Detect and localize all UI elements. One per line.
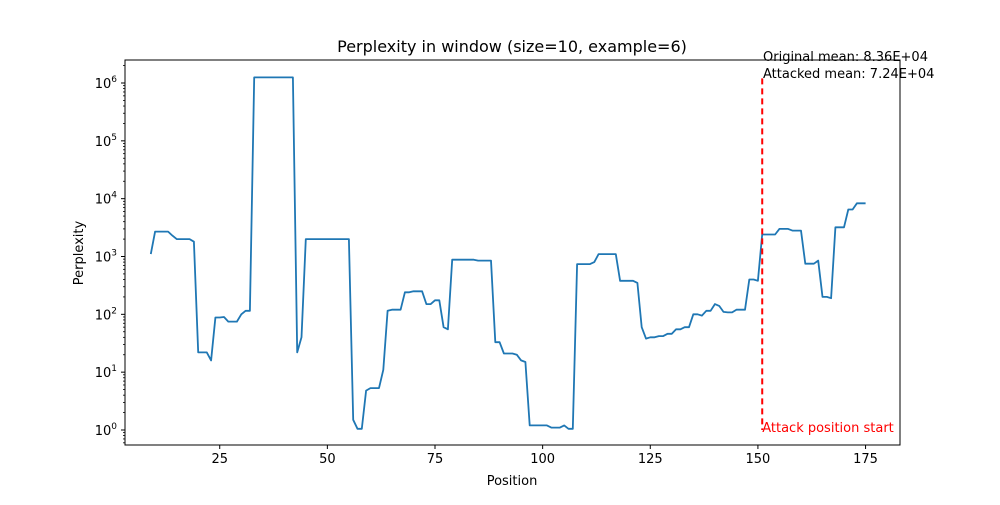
attack-line-layer: Attack position start [761,78,894,436]
y-tick-label: 104 [95,191,118,208]
original-mean-annotation: Original mean: 8.36E+04 [763,50,928,65]
y-tick-label: 101 [95,364,117,381]
x-tick-label: 75 [427,452,444,467]
y-tick-label: 100 [95,422,118,439]
plot-area-frame [124,59,901,446]
y-tick-label: 103 [95,248,117,265]
y-tick-label: 102 [95,306,117,323]
x-tick-label: 100 [530,452,555,467]
x-axis-label: Position [487,474,538,489]
x-tick-label: 125 [638,452,663,467]
x-tick-label: 175 [853,452,878,467]
series-layer [149,76,866,430]
y-tick-label: 105 [95,133,117,150]
x-tick-label: 50 [319,452,336,467]
y-axis: 100 101 102 103 104 105 106 [95,65,125,444]
x-tick-label: 150 [746,452,771,467]
y-axis-label: Perplexity [72,220,87,285]
attack-position-label: Attack position start [762,421,894,436]
series-line-0 [149,76,866,430]
attacked-mean-annotation: Attacked mean: 7.24E+04 [763,67,934,82]
x-tick-label: 25 [211,452,228,467]
x-axis: 25 50 75 100 125 150 175 [211,445,878,467]
chart-title: Perplexity in window (size=10, example=6… [337,37,687,56]
y-tick-label: 106 [95,75,118,92]
